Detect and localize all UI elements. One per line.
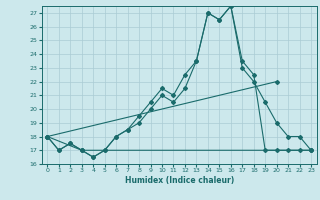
X-axis label: Humidex (Indice chaleur): Humidex (Indice chaleur) [124,176,234,185]
